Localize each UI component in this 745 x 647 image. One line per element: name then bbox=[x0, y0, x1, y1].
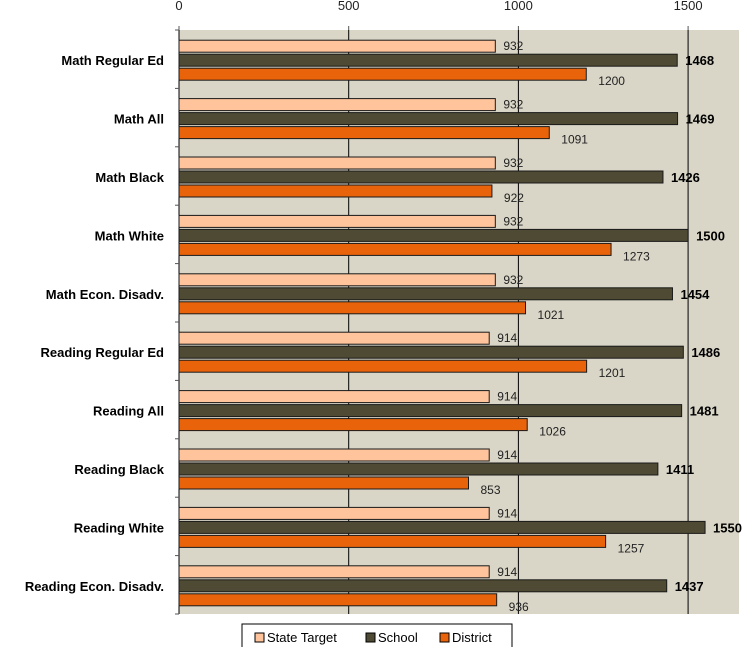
bar-state-target bbox=[178, 390, 490, 404]
legend-label: District bbox=[452, 630, 492, 645]
bar-state-target bbox=[178, 506, 490, 520]
data-label: 1426 bbox=[671, 170, 700, 185]
legend-label: State Target bbox=[267, 630, 337, 645]
data-label: 1026 bbox=[539, 425, 566, 439]
data-label: 853 bbox=[481, 483, 501, 497]
legend-swatch bbox=[439, 632, 450, 643]
x-tick-label: 1500 bbox=[674, 0, 703, 13]
data-label: 1201 bbox=[599, 366, 626, 380]
data-label: 914 bbox=[497, 331, 517, 345]
x-tick-label: 500 bbox=[338, 0, 360, 13]
bar-school bbox=[178, 520, 706, 534]
data-label: 922 bbox=[504, 191, 524, 205]
data-label: 1469 bbox=[686, 112, 715, 127]
data-label: 1550 bbox=[713, 520, 742, 535]
legend-swatch bbox=[254, 632, 265, 643]
data-label: 1454 bbox=[680, 287, 710, 302]
bar-school bbox=[178, 228, 689, 242]
bar-state-target bbox=[178, 273, 496, 287]
bar-state-target bbox=[178, 565, 490, 579]
category-label: Reading Black bbox=[74, 462, 164, 477]
bar-state-target bbox=[178, 331, 490, 345]
category-label: Reading Econ. Disadv. bbox=[25, 579, 164, 594]
x-tick-label: 0 bbox=[175, 0, 182, 13]
data-label: 1200 bbox=[598, 74, 625, 88]
data-label: 1257 bbox=[618, 541, 645, 555]
data-label: 932 bbox=[503, 39, 523, 53]
bar-state-target bbox=[178, 214, 496, 228]
category-label: Reading Regular Ed bbox=[40, 345, 164, 360]
bar-state-target bbox=[178, 98, 496, 112]
bar-district bbox=[178, 301, 527, 315]
data-label: 914 bbox=[497, 448, 517, 462]
data-label: 936 bbox=[509, 600, 529, 614]
bar-school bbox=[178, 345, 684, 359]
data-label: 1091 bbox=[561, 133, 588, 147]
bar-state-target bbox=[178, 39, 496, 53]
category-label: Math Econ. Disadv. bbox=[46, 287, 164, 302]
bar-school bbox=[178, 112, 679, 126]
bar-school bbox=[178, 404, 683, 418]
data-label: 1486 bbox=[691, 345, 720, 360]
bar-district bbox=[178, 184, 493, 198]
data-label: 932 bbox=[503, 273, 523, 287]
bars-layer bbox=[178, 39, 706, 607]
data-label: 914 bbox=[497, 390, 517, 404]
data-label: 932 bbox=[503, 156, 523, 170]
bar-state-target bbox=[178, 448, 490, 462]
legend-label: School bbox=[378, 630, 418, 645]
bar-school bbox=[178, 287, 673, 301]
data-label: 1500 bbox=[696, 228, 725, 243]
category-label: Reading All bbox=[93, 404, 164, 419]
bar-district bbox=[178, 534, 607, 548]
bar-school bbox=[178, 170, 664, 184]
category-label: Math Black bbox=[95, 170, 164, 185]
bar-school bbox=[178, 579, 668, 593]
bar-school bbox=[178, 462, 659, 476]
data-label: 1273 bbox=[623, 249, 650, 263]
category-label: Reading White bbox=[74, 520, 164, 535]
legend: State Target School District bbox=[241, 623, 513, 647]
category-label: Math Regular Ed bbox=[61, 53, 164, 68]
labels-layer: Math Regular Ed 932 1468 1200 Math All 932 146… bbox=[25, 39, 742, 614]
data-label: 932 bbox=[503, 214, 523, 228]
bar-school bbox=[178, 53, 678, 67]
data-label: 914 bbox=[497, 506, 517, 520]
bar-district bbox=[178, 593, 498, 607]
data-label: 1437 bbox=[675, 579, 704, 594]
data-label: 932 bbox=[503, 98, 523, 112]
category-label: Math All bbox=[114, 112, 164, 127]
category-label: Math White bbox=[95, 228, 164, 243]
bar-district bbox=[178, 359, 588, 373]
data-label: 1411 bbox=[666, 462, 694, 477]
x-tick-label: 1000 bbox=[504, 0, 533, 13]
data-label: 1481 bbox=[690, 404, 719, 419]
bar-district bbox=[178, 476, 470, 490]
bar-district bbox=[178, 418, 528, 432]
data-label: 914 bbox=[497, 565, 517, 579]
bar-district bbox=[178, 67, 587, 81]
data-label: 1468 bbox=[685, 53, 714, 68]
data-label: 1021 bbox=[538, 308, 565, 322]
bar-state-target bbox=[178, 156, 496, 170]
bar-district bbox=[178, 242, 612, 256]
legend-swatch bbox=[365, 632, 376, 643]
bar-district bbox=[178, 126, 550, 140]
